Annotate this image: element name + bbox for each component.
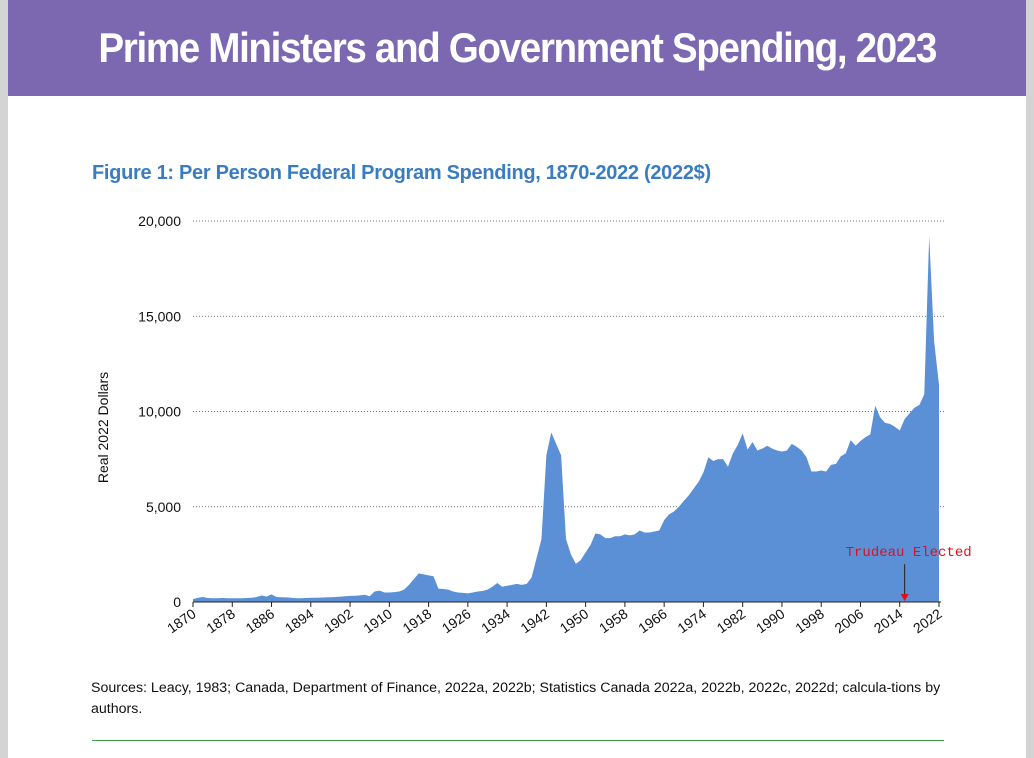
x-tick-label: 2014 bbox=[871, 605, 906, 636]
x-tick-label: 1934 bbox=[478, 605, 513, 636]
annotation-label: Trudeau Elected bbox=[846, 545, 972, 561]
x-tick-label: 1894 bbox=[282, 605, 317, 636]
x-tick-label: 1902 bbox=[321, 605, 356, 636]
y-tick-label: 15,000 bbox=[138, 308, 181, 324]
x-tick-label: 1910 bbox=[360, 605, 395, 636]
x-tick-label: 1966 bbox=[635, 605, 670, 636]
x-tick-label: 1958 bbox=[596, 605, 631, 636]
y-tick-label: 10,000 bbox=[138, 404, 181, 420]
page-title: Prime Ministers and Government Spending,… bbox=[98, 24, 937, 71]
annotation-group: Trudeau Elected bbox=[846, 545, 972, 601]
x-tick-label: 1982 bbox=[714, 605, 749, 636]
gridlines bbox=[193, 220, 945, 508]
x-tick-label: 1918 bbox=[400, 605, 435, 636]
x-tick-label: 1942 bbox=[517, 605, 552, 636]
x-tick-label: 1886 bbox=[243, 605, 278, 636]
y-tick-label: 20,000 bbox=[138, 213, 181, 229]
x-tick-label: 1974 bbox=[674, 605, 709, 636]
x-axis: 1870 1878 1886 1894 1902 1910 1918 1926 1934 1942… bbox=[164, 601, 945, 636]
x-tick-label: 2006 bbox=[831, 605, 866, 636]
x-tick-label: 1950 bbox=[557, 605, 592, 636]
title-banner: Prime Ministers and Government Spending,… bbox=[8, 0, 1026, 96]
area-fill bbox=[193, 236, 939, 603]
x-tick-label: 1878 bbox=[203, 605, 238, 636]
annotation-arrowhead bbox=[900, 594, 909, 601]
spending-area-chart: 0 5,000 10,000 15,000 20,000 1870 1878 1886 189… bbox=[95, 213, 972, 636]
y-tick-label: 0 bbox=[173, 594, 181, 610]
divider-line bbox=[92, 740, 944, 741]
x-tick-label: 1998 bbox=[792, 605, 827, 636]
x-tick-label: 1990 bbox=[753, 605, 788, 636]
y-axis-label: Real 2022 Dollars bbox=[95, 372, 111, 483]
y-tick-label: 5,000 bbox=[146, 499, 181, 515]
x-tick-label: 1926 bbox=[439, 605, 474, 636]
sources-note: Sources: Leacy, 1983; Canada, Department… bbox=[91, 680, 941, 717]
spending-area-series bbox=[193, 236, 939, 603]
y-axis: 0 5,000 10,000 15,000 20,000 bbox=[138, 213, 181, 610]
figure-title: Figure 1: Per Person Federal Program Spe… bbox=[92, 162, 711, 184]
report-page: Prime Ministers and Government Spending,… bbox=[8, 0, 1026, 758]
x-tick-label: 2022 bbox=[910, 605, 945, 636]
x-tick-label: 1870 bbox=[164, 605, 199, 636]
